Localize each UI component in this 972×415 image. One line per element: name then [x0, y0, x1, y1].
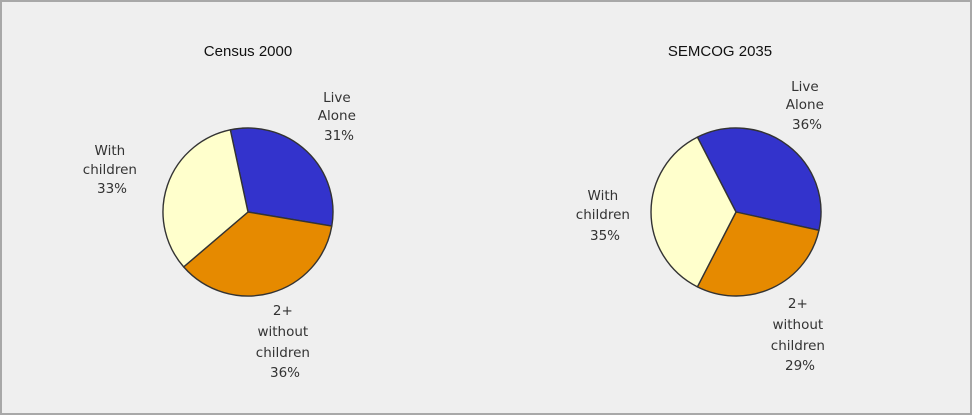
slice-value: 35%: [590, 228, 620, 244]
slice-value: 31%: [324, 128, 354, 144]
pie-slice-with-children: [162, 129, 249, 268]
slice-label-with-children: With children 33%: [83, 143, 141, 197]
pie-slice-with-children: [650, 136, 737, 288]
label-line: 2+: [273, 303, 293, 319]
pie-chart-semcog-2035: SEMCOG 2035 Live Alone 36% With children…: [576, 43, 829, 374]
pie-chart-census-2000: Census 2000 Live Alone 31% With children…: [83, 43, 360, 381]
label-line: Live: [323, 90, 351, 106]
chart-title: SEMCOG 2035: [668, 43, 772, 60]
label-line: children: [576, 207, 630, 223]
slice-label-live-alone: Live Alone 36%: [786, 79, 828, 133]
pie-slices: [650, 127, 822, 297]
slice-label-2plus-without-children: 2+ without children 36%: [256, 303, 314, 381]
pie-slice-live-alone: [696, 127, 822, 232]
label-line: Live: [791, 79, 819, 95]
slice-label-with-children: With children 35%: [576, 188, 634, 244]
pie-slice-2plus-without-children: [182, 211, 333, 297]
pie-slices: [162, 127, 334, 297]
label-line: without: [257, 324, 308, 340]
pie-slice-live-alone: [229, 127, 334, 227]
chart-title: Census 2000: [204, 43, 292, 60]
slice-value: 36%: [792, 117, 822, 133]
slice-value: 33%: [97, 181, 127, 197]
pie-slice-2plus-without-children: [696, 211, 820, 297]
label-line: Alone: [318, 108, 356, 124]
slice-value: 36%: [270, 365, 300, 381]
slice-value: 29%: [785, 358, 815, 374]
label-line: children: [83, 162, 137, 178]
label-line: 2+: [788, 296, 808, 312]
label-line: With: [588, 188, 619, 204]
slice-label-live-alone: Live Alone 31%: [318, 90, 360, 144]
label-line: With: [95, 143, 126, 159]
label-line: Alone: [786, 97, 824, 113]
label-line: without: [772, 317, 823, 333]
label-line: children: [771, 338, 825, 354]
slice-label-2plus-without-children: 2+ without children 29%: [771, 296, 829, 374]
label-line: children: [256, 345, 310, 361]
